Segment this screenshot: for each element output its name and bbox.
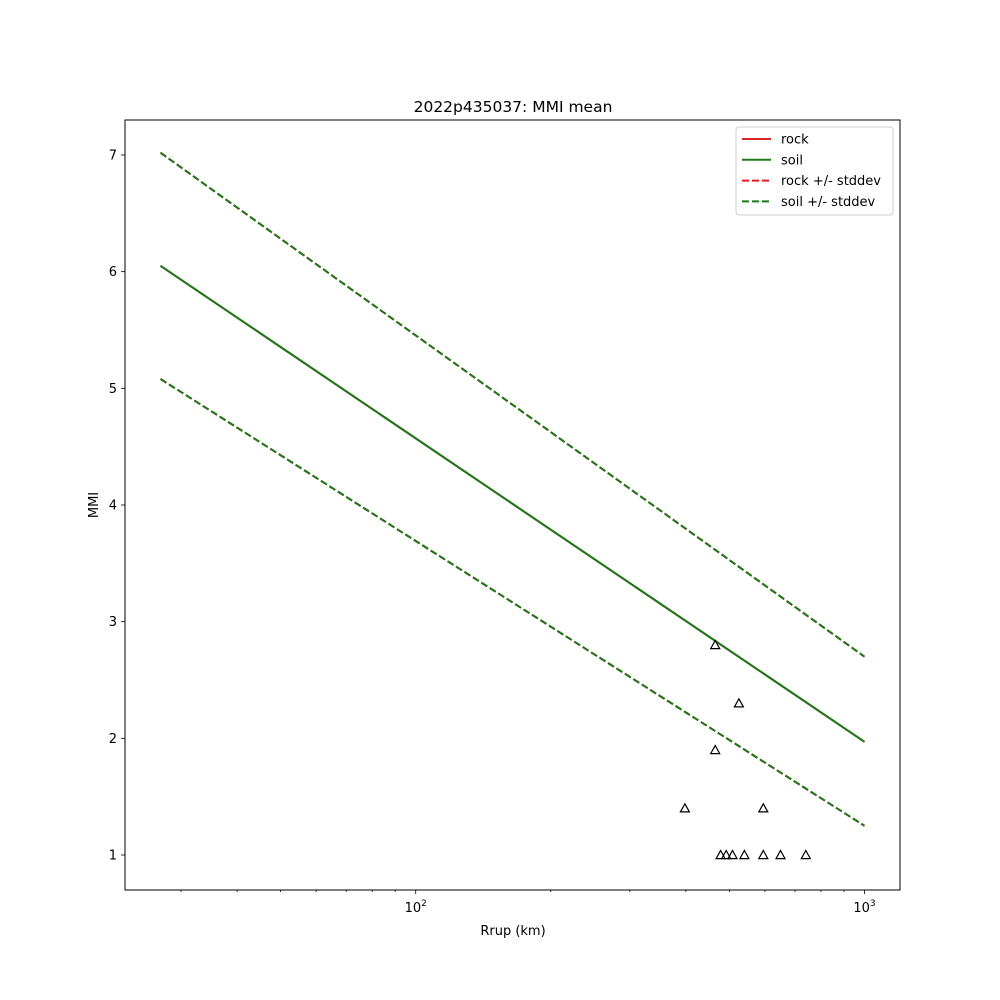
y-tick-label: 2 bbox=[109, 732, 117, 747]
series-line-soil bbox=[159, 264, 866, 743]
observation-point bbox=[733, 697, 745, 708]
y-axis-label: MMI bbox=[87, 492, 102, 518]
legend-label: soil +/- stddev bbox=[781, 195, 876, 210]
legend: rock soil rock +/- stddev soil +/- stddev bbox=[735, 126, 894, 216]
observation-point bbox=[800, 849, 812, 860]
chart-title: 2022p435037: MMI mean bbox=[414, 98, 613, 116]
observation-point bbox=[720, 849, 732, 860]
series-line-soil-stddev-lower bbox=[159, 378, 866, 827]
y-tick-label: 7 bbox=[109, 149, 117, 164]
observation-point bbox=[709, 744, 721, 755]
observation-point bbox=[757, 802, 769, 813]
y-tick-label: 3 bbox=[109, 615, 117, 630]
observation-point bbox=[738, 849, 750, 860]
x-tick-label: 102 bbox=[405, 899, 427, 916]
x-axis-label: Rrup (km) bbox=[480, 924, 545, 939]
legend-items: rock soil rock +/- stddev soil +/- stddev bbox=[742, 133, 881, 210]
observation-point bbox=[715, 849, 727, 860]
legend-label: rock +/- stddev bbox=[781, 174, 881, 189]
y-tick-label: 4 bbox=[109, 499, 117, 514]
observation-layer bbox=[679, 639, 812, 860]
series-line-soil-stddev-upper bbox=[159, 151, 866, 658]
x-tick-label: 103 bbox=[853, 899, 875, 916]
series-layer bbox=[159, 151, 866, 827]
x-axis: 102 103 bbox=[180, 890, 876, 916]
legend-label: rock bbox=[781, 133, 809, 148]
y-axis: 1 2 3 4 5 6 7 bbox=[109, 149, 125, 864]
x-tick-label-exponent: 2 bbox=[421, 899, 427, 909]
x-tick-label-base: 10 bbox=[405, 901, 422, 916]
y-tick-label: 5 bbox=[109, 382, 117, 397]
observation-point bbox=[709, 639, 721, 650]
legend-box bbox=[735, 126, 894, 216]
observation-point bbox=[757, 849, 769, 860]
y-tick-label: 6 bbox=[109, 265, 117, 280]
x-tick-label-base: 10 bbox=[853, 901, 870, 916]
x-tick-label-exponent: 3 bbox=[870, 899, 876, 909]
y-tick-label: 1 bbox=[109, 849, 117, 864]
legend-label: soil bbox=[781, 153, 803, 168]
observation-point bbox=[726, 849, 739, 860]
observation-point bbox=[774, 849, 787, 860]
observation-point bbox=[679, 802, 691, 813]
